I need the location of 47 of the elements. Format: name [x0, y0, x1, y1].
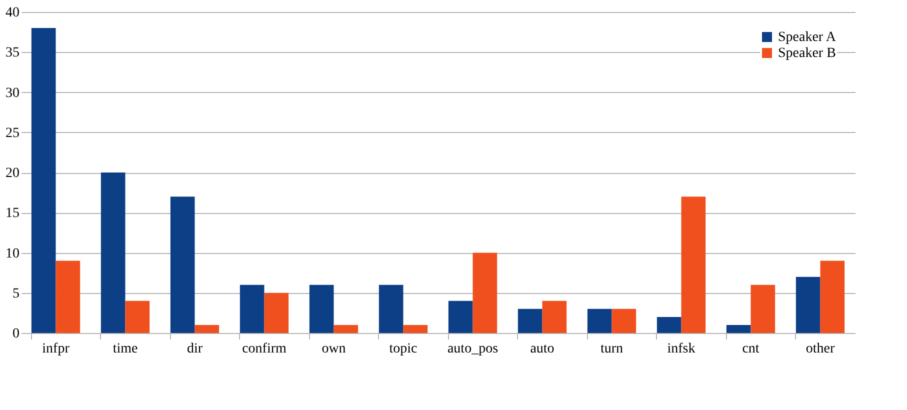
- bar: [656, 316, 682, 333]
- x-tick-label: other: [806, 342, 835, 356]
- bar: [796, 276, 820, 333]
- bar: [334, 324, 358, 333]
- y-tick-label: 25: [6, 126, 20, 141]
- x-tick-label: auto: [530, 342, 554, 356]
- bar: [587, 308, 612, 333]
- x-tick-label: cnt: [742, 342, 760, 356]
- y-tick-label: 20: [6, 166, 20, 181]
- legend-label: Speaker B: [778, 46, 836, 61]
- legend-label: Speaker A: [778, 30, 837, 45]
- y-tick-label: 30: [6, 86, 20, 101]
- bar: [56, 260, 80, 333]
- bar: [31, 28, 56, 333]
- bar: [612, 308, 636, 333]
- bar: [726, 324, 751, 333]
- bar: [472, 252, 498, 333]
- y-tick-label: 0: [12, 326, 20, 342]
- bar: [100, 172, 126, 333]
- bar: [681, 196, 706, 333]
- y-tick-label: 15: [6, 206, 20, 222]
- bar: [403, 324, 428, 333]
- y-tick-label: 35: [6, 46, 20, 61]
- x-tick-label: own: [322, 342, 346, 356]
- bar: [125, 300, 150, 333]
- y-tick-label: 10: [6, 246, 20, 262]
- y-tick-label: 40: [6, 6, 20, 20]
- bar: [170, 196, 195, 333]
- bar: [542, 300, 567, 333]
- bar: [378, 284, 404, 333]
- x-tick-label: topic: [389, 342, 418, 356]
- bar: [194, 324, 220, 333]
- x-tick-label: time: [112, 342, 138, 356]
- bar: [240, 284, 264, 333]
- bar: [750, 284, 776, 333]
- x-tick-label: turn: [600, 342, 624, 356]
- y-tick-label: 5: [12, 286, 20, 302]
- bar: [309, 284, 334, 333]
- x-tick-label: confirm: [242, 342, 287, 356]
- x-tick-label: infsk: [667, 342, 696, 356]
- bar: [448, 300, 473, 333]
- bar: [264, 292, 289, 333]
- bar: [820, 260, 845, 333]
- x-tick-label: auto_pos: [447, 342, 498, 356]
- bar: [518, 308, 542, 333]
- x-tick-label: dir: [186, 342, 203, 356]
- x-tick-label: infpr: [42, 342, 70, 356]
